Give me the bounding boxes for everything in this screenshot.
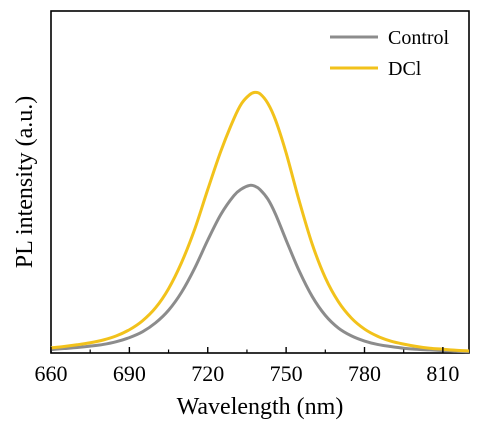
x-tick-label-690: 690 [113, 361, 146, 386]
plot-frame [50, 10, 470, 354]
series-line-dcl [50, 90, 470, 353]
y-axis-label: PL intensity (a.u.) [12, 96, 38, 268]
x-tick-label-660: 660 [35, 361, 68, 386]
x-tick-label-720: 720 [191, 361, 224, 386]
series-line-control [50, 183, 470, 354]
legend-label-control: Control [388, 27, 450, 49]
x-ticks: 660 690 720 750 780 810 [35, 347, 459, 386]
x-tick-label-750: 750 [270, 361, 303, 386]
x-tick-label-810: 810 [426, 361, 459, 386]
series-layer [50, 90, 470, 354]
x-tick-label-780: 780 [348, 361, 381, 386]
legend: Control DCl [330, 27, 450, 80]
legend-label-dcl: DCl [388, 58, 422, 80]
x-axis-label: Wavelength (nm) [177, 394, 344, 420]
